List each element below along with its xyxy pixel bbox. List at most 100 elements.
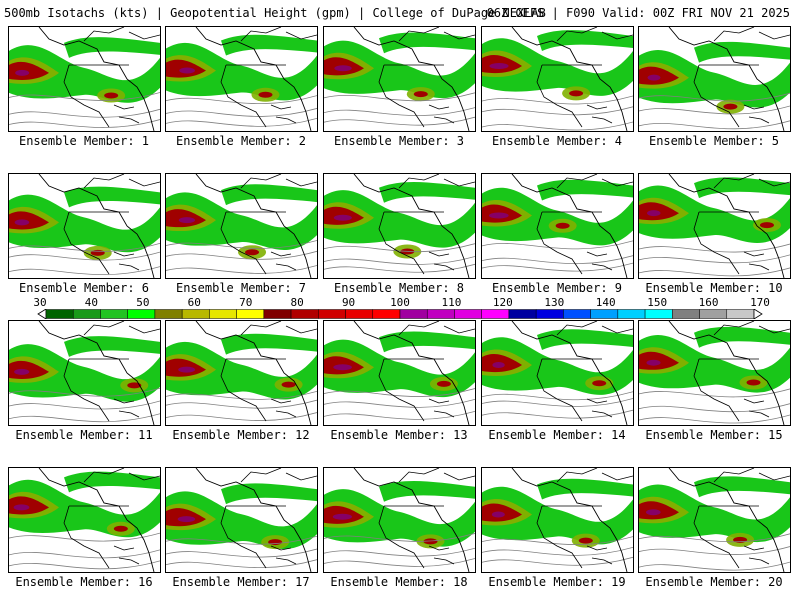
- ensemble-member-panel: Ensemble Member: 1: [8, 26, 161, 148]
- ensemble-member-panel: Ensemble Member: 9: [481, 173, 634, 295]
- wind-map: [8, 320, 161, 426]
- colorbar-right-arrow: [753, 309, 763, 319]
- isotach-map-graphic: [166, 174, 317, 278]
- ensemble-member-label: Ensemble Member: 3: [333, 134, 465, 148]
- ensemble-member-panel: Ensemble Member: 6: [8, 173, 161, 295]
- ensemble-member-panel: Ensemble Member: 12: [165, 320, 318, 442]
- ensemble-member-panel: Ensemble Member: 14: [481, 320, 634, 442]
- colorbar-swatch: [672, 309, 700, 319]
- ensemble-member-panel: Ensemble Member: 7: [165, 173, 318, 295]
- wind-map: [323, 320, 476, 426]
- ensemble-member-label: Ensemble Member: 9: [491, 281, 623, 295]
- ensemble-member-panel: Ensemble Member: 10: [638, 173, 791, 295]
- colorbar-swatch: [72, 309, 101, 319]
- ensemble-member-label: Ensemble Member: 14: [488, 428, 626, 442]
- isotach-map-graphic: [166, 468, 317, 572]
- ensemble-member-label: Ensemble Member: 1: [18, 134, 150, 148]
- colorbar-swatch: [345, 309, 374, 319]
- colorbar-swatch: [318, 309, 346, 319]
- ensemble-member-label: Ensemble Member: 20: [645, 575, 783, 589]
- colorbar-tick-label: 60: [187, 296, 201, 309]
- ensemble-member-label: Ensemble Member: 4: [491, 134, 623, 148]
- wind-map: [323, 173, 476, 279]
- isotach-map-graphic: [639, 321, 790, 425]
- ensemble-member-panel: Ensemble Member: 19: [481, 467, 634, 589]
- ensemble-member-label: Ensemble Member: 6: [18, 281, 150, 295]
- ensemble-member-label: Ensemble Member: 16: [15, 575, 153, 589]
- colorbar-swatch: [726, 309, 755, 319]
- ensemble-member-label: Ensemble Member: 10: [645, 281, 783, 295]
- wind-map: [165, 320, 318, 426]
- ensemble-member-panel: Ensemble Member: 3: [323, 26, 476, 148]
- ensemble-member-label: Ensemble Member: 13: [330, 428, 468, 442]
- isotach-map-graphic: [324, 27, 475, 131]
- colorbar-swatch: [426, 309, 455, 319]
- colorbar-tick-label: 110: [441, 296, 462, 309]
- ensemble-member-panel: Ensemble Member: 20: [638, 467, 791, 589]
- colorbar-swatch: [209, 309, 237, 319]
- colorbar-swatch: [644, 309, 673, 319]
- colorbar-swatch: [399, 309, 428, 319]
- colorbar-tick-label: 170: [750, 296, 770, 309]
- colorbar-swatch: [535, 309, 564, 319]
- isotach-map-graphic: [482, 174, 633, 278]
- colorbar-swatch: [236, 309, 265, 319]
- wind-map: [481, 26, 634, 132]
- wind-map: [638, 26, 791, 132]
- wind-map: [638, 467, 791, 573]
- isotach-map-graphic: [639, 174, 790, 278]
- ensemble-member-panel: Ensemble Member: 15: [638, 320, 791, 442]
- colorbar-tick-label: 150: [647, 296, 668, 309]
- colorbar-swatch: [127, 309, 156, 319]
- wind-map: [165, 173, 318, 279]
- wind-map: [481, 320, 634, 426]
- colorbar-swatch: [699, 309, 728, 319]
- wind-map: [323, 26, 476, 132]
- wind-map: [8, 26, 161, 132]
- header-valid-time: 06Z GEFS | F090 Valid: 00Z FRI NOV 21 20…: [486, 6, 790, 20]
- isotach-map-graphic: [9, 27, 160, 131]
- colorbar-tick-label: 160: [698, 296, 719, 309]
- isotach-map-graphic: [9, 174, 160, 278]
- isotach-map-graphic: [324, 321, 475, 425]
- colorbar-swatch: [181, 309, 210, 319]
- wind-map: [323, 467, 476, 573]
- isotach-map-graphic: [166, 321, 317, 425]
- colorbar-tick-label: 80: [290, 296, 304, 309]
- colorbar-swatch: [590, 309, 619, 319]
- wind-map: [638, 173, 791, 279]
- isotach-map-graphic: [482, 321, 633, 425]
- wind-map: [638, 320, 791, 426]
- colorbar-swatch: [290, 309, 319, 319]
- ensemble-member-label: Ensemble Member: 8: [333, 281, 465, 295]
- ensemble-member-panel: Ensemble Member: 17: [165, 467, 318, 589]
- ensemble-member-panel: Ensemble Member: 16: [8, 467, 161, 589]
- wind-map: [8, 467, 161, 573]
- colorbar-swatch: [154, 309, 183, 319]
- ensemble-member-label: Ensemble Member: 5: [648, 134, 780, 148]
- colorbar-swatch: [372, 309, 401, 319]
- ensemble-member-label: Ensemble Member: 17: [172, 575, 310, 589]
- ensemble-member-label: Ensemble Member: 2: [175, 134, 307, 148]
- wind-speed-colorbar: [37, 309, 763, 319]
- colorbar-tick-label: 30: [33, 296, 47, 309]
- colorbar-swatch: [100, 309, 128, 319]
- isotach-map-graphic: [166, 27, 317, 131]
- colorbar-swatch: [508, 309, 537, 319]
- wind-map: [165, 467, 318, 573]
- colorbar-swatch: [617, 309, 646, 319]
- header-title: 500mb Isotachs (kts) | Geopotential Heig…: [4, 6, 546, 20]
- isotach-map-graphic: [639, 27, 790, 131]
- colorbar-swatch: [263, 309, 292, 319]
- chart-header: 500mb Isotachs (kts) | Geopotential Heig…: [4, 5, 796, 21]
- wind-map: [481, 173, 634, 279]
- isotach-map-graphic: [482, 27, 633, 131]
- colorbar-tick-label: 40: [84, 296, 99, 309]
- colorbar-swatch: [481, 309, 510, 319]
- isotach-map-graphic: [324, 468, 475, 572]
- colorbar-tick-label: 130: [544, 296, 565, 309]
- ensemble-member-panel: Ensemble Member: 8: [323, 173, 476, 295]
- ensemble-member-label: Ensemble Member: 7: [175, 281, 307, 295]
- colorbar-swatch: [454, 309, 482, 319]
- ensemble-member-panel: Ensemble Member: 5: [638, 26, 791, 148]
